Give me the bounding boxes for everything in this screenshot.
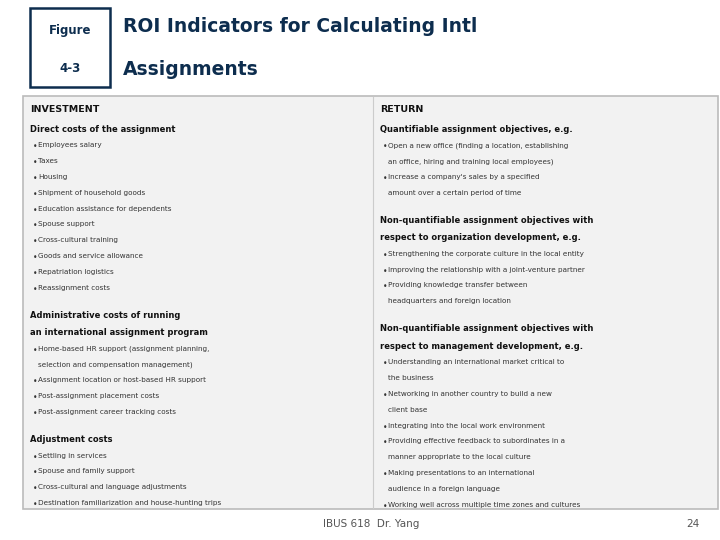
Text: Housing: Housing (38, 174, 68, 180)
Text: •: • (33, 484, 37, 493)
Text: an international assignment program: an international assignment program (30, 328, 208, 337)
Text: •: • (382, 502, 387, 510)
Text: •: • (382, 143, 387, 151)
Text: •: • (382, 359, 387, 368)
Text: •: • (33, 393, 37, 402)
Text: client base: client base (388, 407, 428, 413)
Text: Reassignment costs: Reassignment costs (38, 285, 110, 291)
Text: •: • (382, 438, 387, 447)
Text: Employees salary: Employees salary (38, 143, 102, 148)
Text: •: • (382, 174, 387, 183)
Text: 24: 24 (685, 518, 699, 529)
Text: Understanding an international market critical to: Understanding an international market cr… (388, 359, 564, 366)
Text: Goods and service allowance: Goods and service allowance (38, 253, 143, 259)
Text: •: • (33, 190, 37, 199)
Text: Post-assignment career tracking costs: Post-assignment career tracking costs (38, 409, 176, 415)
Text: Making presentations to an international: Making presentations to an international (388, 470, 535, 476)
Text: Spouse and family support: Spouse and family support (38, 468, 135, 474)
Text: Cross-cultural and language adjustments: Cross-cultural and language adjustments (38, 484, 187, 490)
Text: Strengthening the corporate culture in the local entity: Strengthening the corporate culture in t… (388, 251, 584, 257)
Text: •: • (382, 267, 387, 275)
Text: audience in a foreign language: audience in a foreign language (388, 486, 500, 492)
Text: •: • (33, 237, 37, 246)
Text: •: • (33, 143, 37, 151)
Text: an office, hiring and training local employees): an office, hiring and training local emp… (388, 158, 554, 165)
Text: Destination familiarization and house-hunting trips: Destination familiarization and house-hu… (38, 500, 222, 506)
Text: •: • (382, 251, 387, 260)
Text: Assignments: Assignments (123, 60, 258, 79)
Text: Integrating into the local work environment: Integrating into the local work environm… (388, 423, 545, 429)
Text: Improving the relationship with a joint-venture partner: Improving the relationship with a joint-… (388, 267, 585, 273)
Text: Direct costs of the assignment: Direct costs of the assignment (30, 125, 176, 134)
Text: Repatriation logistics: Repatriation logistics (38, 269, 114, 275)
FancyBboxPatch shape (30, 8, 110, 87)
Text: Providing knowledge transfer between: Providing knowledge transfer between (388, 282, 528, 288)
Text: •: • (382, 423, 387, 431)
Text: respect to organization development, e.g.: respect to organization development, e.g… (380, 233, 581, 242)
Text: Taxes: Taxes (38, 158, 58, 164)
Text: Education assistance for dependents: Education assistance for dependents (38, 206, 172, 212)
Text: Shipment of household goods: Shipment of household goods (38, 190, 145, 195)
Text: Non-quantifiable assignment objectives with: Non-quantifiable assignment objectives w… (380, 216, 593, 225)
Text: Post-assignment placement costs: Post-assignment placement costs (38, 393, 160, 399)
Text: INVESTMENT: INVESTMENT (30, 105, 99, 114)
Text: •: • (382, 391, 387, 400)
Text: amount over a certain period of time: amount over a certain period of time (388, 190, 521, 195)
Text: IBUS 618  Dr. Yang: IBUS 618 Dr. Yang (323, 518, 419, 529)
Text: Home-based HR support (assignment planning,: Home-based HR support (assignment planni… (38, 346, 210, 352)
Text: •: • (33, 453, 37, 462)
FancyBboxPatch shape (23, 96, 718, 509)
Text: Spouse support: Spouse support (38, 221, 95, 227)
Text: selection and compensation management): selection and compensation management) (38, 361, 193, 368)
Text: RETURN: RETURN (380, 105, 423, 114)
Text: Networking in another country to build a new: Networking in another country to build a… (388, 391, 552, 397)
Text: respect to management development, e.g.: respect to management development, e.g. (380, 342, 583, 351)
Text: Cross-cultural training: Cross-cultural training (38, 237, 118, 243)
Text: •: • (33, 468, 37, 477)
Text: Figure: Figure (49, 24, 91, 37)
Text: headquarters and foreign location: headquarters and foreign location (388, 298, 511, 304)
Text: Providing effective feedback to subordinates in a: Providing effective feedback to subordin… (388, 438, 565, 444)
Text: •: • (33, 206, 37, 214)
Text: Settling in services: Settling in services (38, 453, 107, 458)
Text: ROI Indicators for Calculating Intl: ROI Indicators for Calculating Intl (123, 17, 477, 36)
Text: •: • (382, 282, 387, 292)
Text: Open a new office (finding a location, establishing: Open a new office (finding a location, e… (388, 143, 569, 149)
Text: •: • (33, 377, 37, 386)
Text: manner appropriate to the local culture: manner appropriate to the local culture (388, 454, 531, 460)
Text: Quantifiable assignment objectives, e.g.: Quantifiable assignment objectives, e.g. (380, 125, 572, 134)
Text: •: • (382, 470, 387, 479)
Text: •: • (33, 253, 37, 262)
Text: •: • (33, 221, 37, 231)
Text: •: • (33, 409, 37, 418)
Text: the business: the business (388, 375, 434, 381)
Text: •: • (33, 285, 37, 294)
Text: •: • (33, 269, 37, 278)
Text: Administrative costs of running: Administrative costs of running (30, 310, 180, 320)
Text: •: • (33, 500, 37, 509)
Text: •: • (33, 174, 37, 183)
Text: Working well across multiple time zones and cultures: Working well across multiple time zones … (388, 502, 580, 508)
Text: Adjustment costs: Adjustment costs (30, 435, 112, 444)
Text: •: • (33, 158, 37, 167)
Text: •: • (33, 346, 37, 355)
Text: Non-quantifiable assignment objectives with: Non-quantifiable assignment objectives w… (380, 325, 593, 333)
Text: 4-3: 4-3 (60, 62, 81, 75)
Text: Increase a company's sales by a specified: Increase a company's sales by a specifie… (388, 174, 540, 180)
Text: Assignment location or host-based HR support: Assignment location or host-based HR sup… (38, 377, 207, 383)
